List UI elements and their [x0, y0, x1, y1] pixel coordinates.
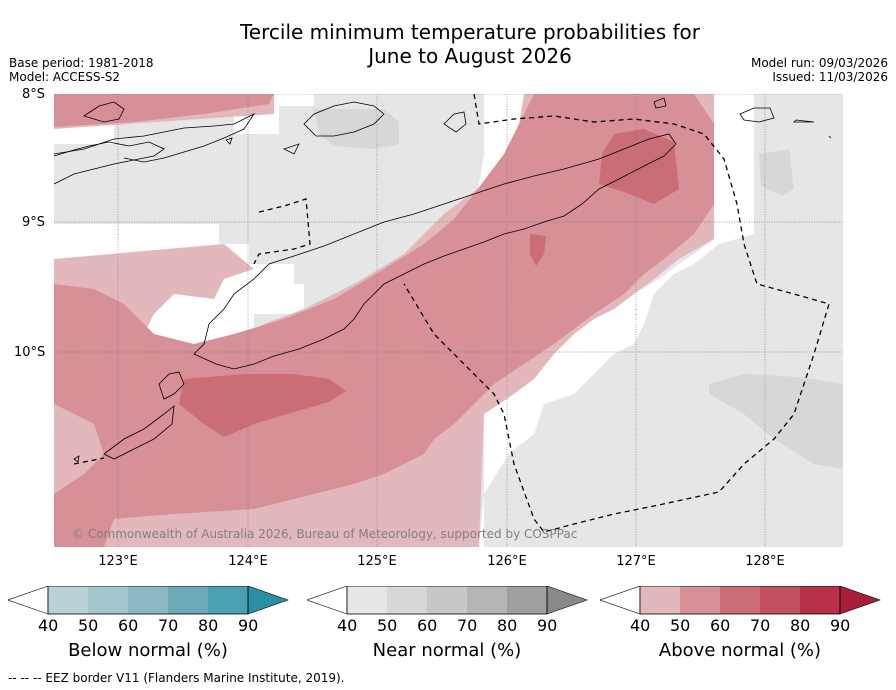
near-tick-90: 90	[537, 616, 558, 635]
colorbar-above-swatch-6	[839, 585, 881, 615]
colorbar-below-swatch-1	[48, 586, 88, 614]
colorbar-below-swatch-3	[128, 586, 168, 614]
colorbar-below-swatch-6	[247, 585, 289, 615]
below-tick-70: 70	[158, 616, 179, 635]
near-normal-50-patches	[314, 109, 843, 469]
near-tick-70: 70	[457, 616, 478, 635]
colorbar-below-swatch-4	[168, 586, 208, 614]
colorbar-below-scale	[7, 585, 289, 615]
colorbar-above-swatch-5	[800, 586, 840, 614]
colorbar-near-swatch-4	[467, 586, 507, 614]
issued-date: Issued: 11/03/2026	[772, 70, 888, 84]
lat-label-8s: 8°S	[22, 87, 46, 102]
above-tick-70: 70	[750, 616, 771, 635]
graticule	[54, 94, 843, 547]
below-tick-40: 40	[38, 616, 59, 635]
model-run: Model run: 09/03/2026	[750, 56, 888, 70]
lat-label-10s: 10°S	[14, 345, 46, 360]
meta-right: Model run: 09/03/2026 Issued: 11/03/2026	[751, 56, 888, 84]
lon-label-123e: 123°E	[98, 554, 138, 569]
near-tick-40: 40	[337, 616, 358, 635]
colorbar-below-swatch-5	[208, 586, 248, 614]
title-line-1: Tercile minimum temperature probabilitie…	[239, 20, 701, 44]
above-tick-80: 80	[790, 616, 811, 635]
colorbar-near-swatch-2	[387, 586, 427, 614]
colorbar-above-swatch-3	[720, 586, 760, 614]
lon-label-124e: 124°E	[228, 554, 268, 569]
title-line-2: June to August 2026	[368, 44, 572, 68]
near-tick-80: 80	[497, 616, 518, 635]
below-tick-90: 90	[238, 616, 259, 635]
below-tick-50: 50	[78, 616, 99, 635]
lon-label-125e: 125°E	[357, 554, 397, 569]
lon-label-127e: 127°E	[616, 554, 656, 569]
lat-label-9s: 9°S	[22, 215, 46, 230]
colorbar-near-swatch-5	[507, 586, 547, 614]
colorbar-below-swatch-2	[88, 586, 128, 614]
colorbar-near-swatch-1	[347, 586, 387, 614]
colorbar-above	[599, 585, 882, 620]
colorbar-below	[7, 585, 290, 620]
below-tick-60: 60	[118, 616, 139, 635]
colorbar-above-label: Above normal (%)	[658, 640, 822, 661]
eez-footnote: -- -- -- EEZ border V11 (Flanders Marine…	[8, 671, 345, 685]
above-tick-60: 60	[710, 616, 731, 635]
colorbar-near-scale	[306, 585, 588, 615]
colorbar-near	[306, 585, 589, 620]
copyright-notice: © Commonwealth of Australia 2026, Bureau…	[72, 527, 577, 541]
colorbar-above-swatch-1	[640, 586, 680, 614]
colorbar-near-swatch-6	[546, 585, 588, 615]
above-tick-40: 40	[630, 616, 651, 635]
below-tick-80: 80	[198, 616, 219, 635]
meta-left: Base period: 1981-2018 Model: ACCESS-S2	[9, 56, 154, 84]
near-tick-60: 60	[417, 616, 438, 635]
colorbar-above-swatch-0	[599, 585, 641, 615]
colorbar-above-scale	[599, 585, 881, 615]
eez-border	[73, 94, 830, 533]
map-title: Tercile minimum temperature probabilitie…	[0, 20, 896, 68]
colorbar-below-label: Below normal (%)	[68, 640, 228, 661]
base-period: Base period: 1981-2018	[9, 56, 154, 70]
above-tick-50: 50	[670, 616, 691, 635]
tercile-map: © Commonwealth of Australia 2026, Bureau…	[54, 94, 843, 547]
colorbar-near-label: Near normal (%)	[372, 640, 522, 661]
above-normal-60-patches	[179, 129, 679, 437]
above-tick-90: 90	[830, 616, 851, 635]
colorbar-near-swatch-3	[427, 586, 467, 614]
colorbar-below-swatch-0	[7, 585, 49, 615]
colorbar-near-swatch-0	[306, 585, 348, 615]
lon-label-128e: 128°E	[745, 554, 785, 569]
coastlines	[54, 97, 832, 463]
near-tick-50: 50	[377, 616, 398, 635]
colorbar-above-swatch-4	[760, 586, 800, 614]
model-name: Model: ACCESS-S2	[9, 70, 121, 84]
lon-label-126e: 126°E	[487, 554, 527, 569]
colorbar-above-swatch-2	[680, 586, 720, 614]
